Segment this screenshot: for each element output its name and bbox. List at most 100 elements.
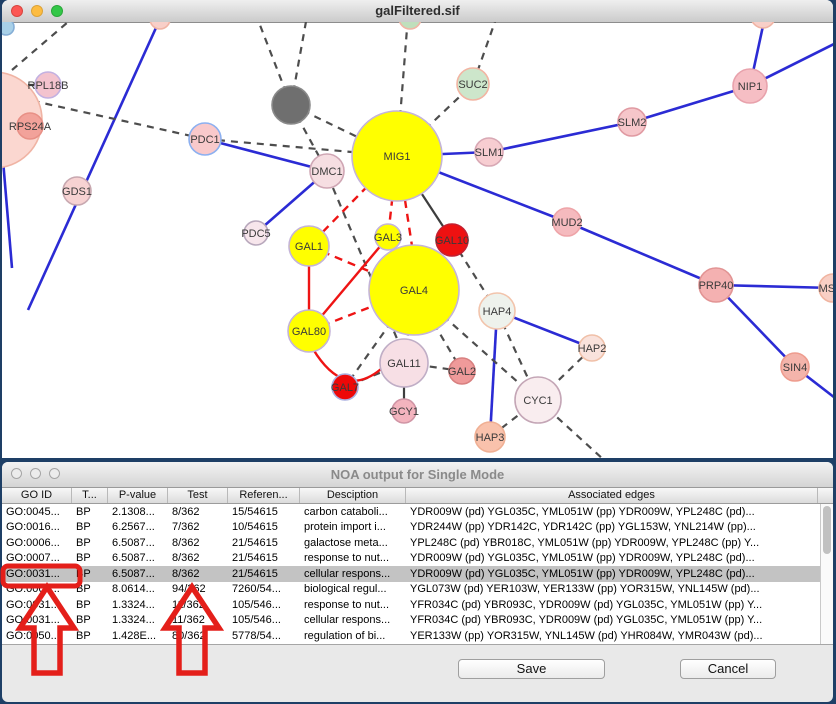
table-cell: cellular respons...	[304, 567, 391, 580]
node-HAP3[interactable]	[474, 421, 506, 453]
node-GAL11[interactable]	[379, 338, 429, 388]
table-cell: cellular respons...	[304, 614, 391, 627]
edge-blue	[488, 120, 633, 154]
edge-dash	[19, 96, 206, 141]
table-row[interactable]: GO:0006... BP 6.5087... 8/362 21/54615 galact…	[2, 535, 820, 551]
table-cell: GO:0006...	[6, 536, 60, 549]
panel-divider	[2, 643, 833, 645]
node-RPL18B[interactable]	[34, 71, 62, 99]
graph-window-title: galFiltered.sif	[375, 3, 460, 18]
edge-dash	[11, 22, 70, 71]
minimize-button[interactable]	[31, 5, 43, 17]
node-label-GAL2: GAL2	[448, 366, 476, 378]
column-header-Test[interactable]: Test	[168, 488, 228, 503]
table-cell: GO:0016...	[6, 521, 60, 534]
node-pink-cut-top2[interactable]	[751, 22, 775, 29]
node-label-SLM2: SLM2	[618, 117, 647, 129]
node-cyan-cut[interactable]	[2, 22, 15, 36]
node-GAL7[interactable]	[331, 373, 359, 401]
node-SUC2[interactable]	[456, 67, 490, 101]
node-label-PDC1: PDC1	[190, 134, 219, 146]
save-button[interactable]: Save	[458, 659, 605, 679]
table-cell: YPL248C (pd) YBR018C, YML051W (pp) YDR00…	[410, 536, 760, 549]
node-label-GDS1: GDS1	[62, 186, 92, 198]
node-label-MSL1: MSL1	[819, 283, 833, 295]
node-GAL3[interactable]	[374, 223, 402, 251]
table-cell: 105/546...	[232, 614, 281, 627]
table-row[interactable]: GO:0050... BP 1.428E... 80/362 5778/54... reg…	[2, 628, 820, 644]
column-header-Desciption[interactable]: Desciption	[300, 488, 406, 503]
table-cell: BP	[76, 521, 91, 534]
noa-window-titlebar[interactable]: NOA output for Single Mode	[2, 462, 833, 488]
node-GAL4[interactable]	[368, 244, 460, 336]
column-header-GO ID[interactable]: GO ID	[2, 488, 72, 503]
node-pink-cut-top1[interactable]	[149, 22, 171, 30]
table-cell: 8.0614...	[112, 583, 155, 596]
node-GAL2[interactable]	[448, 357, 476, 385]
node-label-CYC1: CYC1	[523, 395, 552, 407]
zoom-button-inactive[interactable]	[49, 468, 60, 479]
table-cell: GO:0045...	[6, 505, 60, 518]
node-CYC1[interactable]	[514, 376, 562, 424]
table-cell: biological regul...	[304, 583, 387, 596]
node-PDC1[interactable]	[188, 122, 222, 156]
node-PDC5[interactable]	[243, 220, 269, 246]
node-SIN4[interactable]	[780, 352, 810, 382]
node-MUD2[interactable]	[552, 207, 582, 237]
node-GCY1[interactable]	[391, 398, 417, 424]
network-canvas[interactable]: RPL18B RPS24A PDC1 GDS1 DMC1 MIG1 SUC2 SLM1 SLM2…	[2, 22, 833, 458]
column-header-Associated edges[interactable]: Associated edges	[406, 488, 818, 503]
node-RPS24A[interactable]	[16, 112, 44, 140]
close-button-inactive[interactable]	[11, 468, 22, 479]
scrollbar-thumb[interactable]	[823, 506, 831, 554]
minimize-button-inactive[interactable]	[30, 468, 41, 479]
node-label-DMC1: DMC1	[311, 166, 342, 178]
table-cell: regulation of bi...	[304, 629, 386, 642]
table-cell: YER133W (pp) YOR315W, YNL145W (pd) YHR08…	[410, 629, 763, 642]
table-cell: 11/362	[172, 598, 205, 611]
table-row[interactable]: GO:0031... BP 6.5087... 8/362 21/54615 cellul…	[2, 566, 820, 582]
graph-window-titlebar[interactable]: galFiltered.sif	[2, 0, 833, 23]
table-cell: 21/54615	[232, 552, 278, 565]
node-GAL1[interactable]	[288, 225, 330, 267]
noa-output-window: NOA output for Single Mode GO ID T... P-va…	[2, 462, 833, 702]
close-button[interactable]	[11, 5, 23, 17]
node-DMC1[interactable]	[309, 153, 345, 189]
node-GAL80[interactable]	[287, 309, 331, 353]
node-label-GAL7: GAL7	[331, 382, 359, 394]
node-green-cut-top[interactable]	[398, 22, 422, 30]
vertical-scrollbar[interactable]	[820, 504, 833, 644]
table-row[interactable]: GO:0031... BP 1.3324... 11/362 105/546... cel…	[2, 613, 820, 629]
edge-dash	[403, 361, 463, 373]
node-unlabeled-gray[interactable]	[271, 85, 311, 125]
edge-blue	[566, 220, 717, 287]
zoom-button[interactable]	[51, 5, 63, 17]
table-cell: 21/54615	[232, 536, 278, 549]
table-row[interactable]: GO:0031... BP 1.3324... 11/362 105/546... res…	[2, 597, 820, 613]
column-header-scroll-corner[interactable]	[818, 488, 833, 503]
node-GDS1[interactable]	[62, 176, 92, 206]
node-SLM2[interactable]	[617, 107, 647, 137]
node-SLM1[interactable]	[474, 137, 504, 167]
node-HAP4[interactable]	[478, 292, 516, 330]
column-header-P-value[interactable]: P-value	[108, 488, 168, 503]
table-row[interactable]: GO:0045... BP 2.1308... 8/362 15/54615 carbon…	[2, 504, 820, 520]
table-cell: 7260/54...	[232, 583, 281, 596]
node-MSL1[interactable]	[818, 273, 833, 303]
column-header-T...[interactable]: T...	[72, 488, 108, 503]
table-row[interactable]: GO:0065... BP 8.0614... 94/362 7260/54... bio…	[2, 582, 820, 598]
node-PRP40[interactable]	[698, 267, 734, 303]
table-row[interactable]: GO:0016... BP 6.2567... 7/362 10/54615 protei…	[2, 520, 820, 536]
table-cell: GO:0050...	[6, 629, 60, 642]
edge-dash	[489, 399, 539, 438]
node-MIG1[interactable]	[351, 110, 443, 202]
column-header-Referen...[interactable]: Referen...	[228, 488, 300, 503]
node-GAL10[interactable]	[435, 223, 469, 257]
table-cell: YDR009W (pd) YGL035C, YML051W (pp) YDR00…	[410, 567, 755, 580]
table-header: GO ID T... P-value Test Referen... Desciption…	[2, 488, 833, 504]
node-HAP2[interactable]	[578, 334, 606, 362]
table-row[interactable]: GO:0007... BP 6.5087... 8/362 21/54615 respon…	[2, 551, 820, 567]
node-NIP1[interactable]	[732, 68, 768, 104]
table-cell: GO:0065...	[6, 583, 60, 596]
cancel-button[interactable]: Cancel	[680, 659, 776, 679]
